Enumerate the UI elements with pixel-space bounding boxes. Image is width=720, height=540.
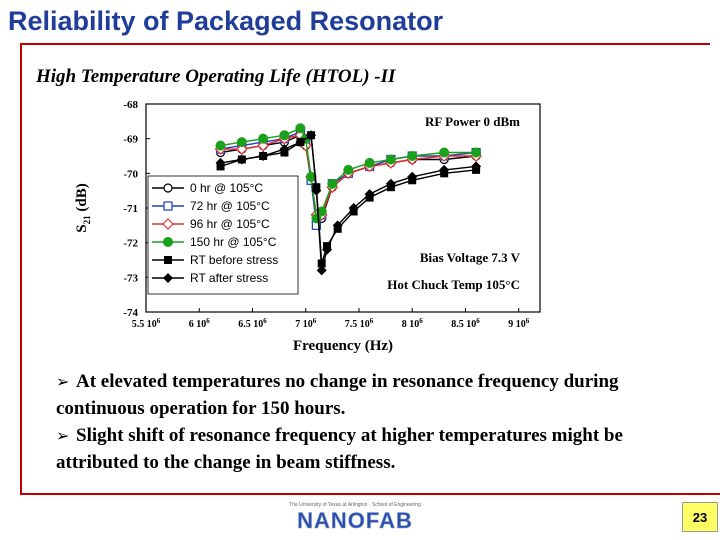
page-number: 23 (682, 502, 718, 532)
s21-frequency-chart: -68 -69 -70 -71 -72 -73 -745.5 106 6 106 6.5 106… (74, 99, 541, 354)
data-point (163, 273, 173, 283)
nanofab-logo: The University of Texas at Arlington · S… (289, 502, 421, 532)
data-point (348, 203, 359, 213)
data-point (471, 161, 482, 172)
annotation-rf-power: RF Power 0 dBm (425, 114, 520, 129)
data-point (258, 133, 269, 144)
y-tick-label: -69 (123, 134, 138, 146)
y-tick-label: -68 (123, 99, 138, 111)
x-tick-label: 7.5 106 (345, 317, 374, 330)
data-point (163, 201, 173, 211)
data-point (364, 157, 375, 168)
data-point (471, 147, 482, 158)
data-point (407, 171, 418, 182)
left-rule (20, 43, 22, 493)
annotation-chuck-temp: Hot Chuck Temp 105°C (387, 277, 520, 292)
series-line-5 (220, 133, 477, 264)
logo-text: NANOFAB (297, 508, 413, 532)
y-tick-label: -70 (123, 168, 138, 180)
legend-label: 72 hr @ 105°C (190, 199, 270, 213)
data-point (163, 183, 173, 193)
annotation-bias-voltage: Bias Voltage 7.3 V (420, 250, 521, 265)
y-tick-label: -71 (123, 203, 138, 215)
data-point (279, 130, 290, 141)
data-point (439, 147, 450, 158)
data-point (215, 140, 226, 151)
data-point (385, 154, 396, 165)
logo-subtext: The University of Texas at Arlington · S… (289, 502, 421, 508)
y-tick-label: -72 (123, 238, 138, 250)
title-rule (20, 43, 710, 45)
data-point (257, 139, 269, 152)
legend-label: 150 hr @ 105°C (190, 235, 277, 249)
y-axis-label: S21 (dB) (74, 183, 92, 232)
legend-label: 0 hr @ 105°C (190, 181, 263, 195)
data-point (163, 237, 173, 247)
data-point (295, 137, 306, 148)
x-tick-label: 6 106 (189, 317, 211, 330)
y-tick-label: -74 (123, 307, 138, 319)
bullet-list: ➢ At elevated temperatures no change in r… (56, 368, 706, 476)
x-tick-label: 8.5 106 (451, 317, 480, 330)
x-tick-label: 5.5 106 (132, 317, 161, 330)
data-point (295, 123, 306, 134)
data-point (162, 218, 174, 230)
arrow-bullet-icon: ➢ (56, 426, 70, 445)
x-tick-label: 6.5 106 (238, 317, 267, 330)
data-point (311, 185, 322, 196)
x-axis-label: Frequency (Hz) (293, 338, 393, 354)
slide-title: Reliability of Packaged Resonator (8, 6, 444, 36)
data-point (332, 220, 343, 231)
data-point (407, 151, 418, 161)
slide-subtitle: High Temperature Operating Life (HTOL) -… (36, 66, 396, 87)
bullet-item: ➢ At elevated temperatures no change in r… (56, 368, 706, 422)
data-point (236, 137, 247, 148)
data-point (343, 164, 354, 175)
data-point (364, 189, 375, 200)
x-tick-label: 8 106 (402, 317, 424, 330)
legend-label: 96 hr @ 105°C (190, 217, 270, 231)
legend-label: RT after stress (190, 271, 268, 285)
bullet-item: ➢ Slight shift of resonance frequency at … (56, 422, 706, 476)
data-point (322, 244, 333, 255)
data-point (385, 178, 396, 189)
data-point (164, 256, 172, 264)
data-point (306, 130, 317, 141)
bullet-text: At elevated temperatures no change in re… (56, 371, 619, 419)
x-tick-label: 9 106 (508, 317, 530, 330)
footer-rule (20, 493, 720, 495)
y-tick-label: -73 (123, 272, 138, 284)
x-tick-label: 7 106 (295, 317, 317, 330)
data-point (236, 154, 247, 165)
data-point (439, 164, 450, 175)
legend-label: RT before stress (190, 253, 278, 267)
series-line-6 (220, 133, 477, 271)
data-point (258, 151, 269, 161)
data-point (235, 143, 248, 155)
data-point (215, 157, 226, 168)
data-point (316, 265, 327, 276)
legend-box (147, 175, 299, 295)
data-point (327, 178, 338, 189)
bullet-text: Slight shift of resonance frequency at h… (56, 425, 623, 473)
data-point (279, 144, 290, 155)
arrow-bullet-icon: ➢ (56, 372, 70, 391)
